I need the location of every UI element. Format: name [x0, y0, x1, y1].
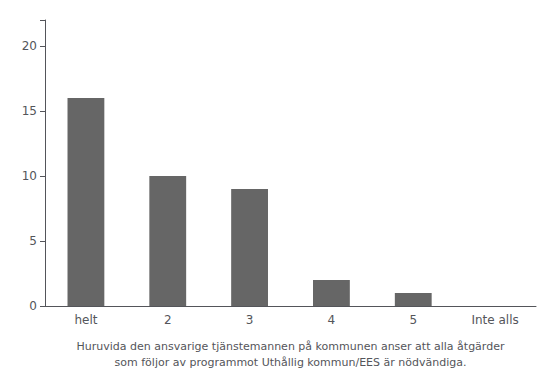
svg-text:4: 4	[328, 313, 336, 327]
svg-text:3: 3	[246, 313, 254, 327]
svg-text:Huruvida den ansvarige tjänste: Huruvida den ansvarige tjänstemannen på …	[77, 340, 505, 353]
svg-text:10: 10	[22, 169, 37, 183]
svg-text:2: 2	[164, 313, 172, 327]
svg-text:5: 5	[29, 234, 37, 248]
svg-text:som följor av programmot Uthål: som följor av programmot Uthållig kommun…	[115, 356, 467, 369]
svg-text:0: 0	[29, 299, 37, 313]
svg-text:15: 15	[22, 104, 37, 118]
svg-text:helt: helt	[74, 313, 97, 327]
svg-text:20: 20	[22, 39, 37, 53]
svg-text:Inte alls: Inte alls	[471, 313, 518, 327]
svg-text:5: 5	[409, 313, 417, 327]
